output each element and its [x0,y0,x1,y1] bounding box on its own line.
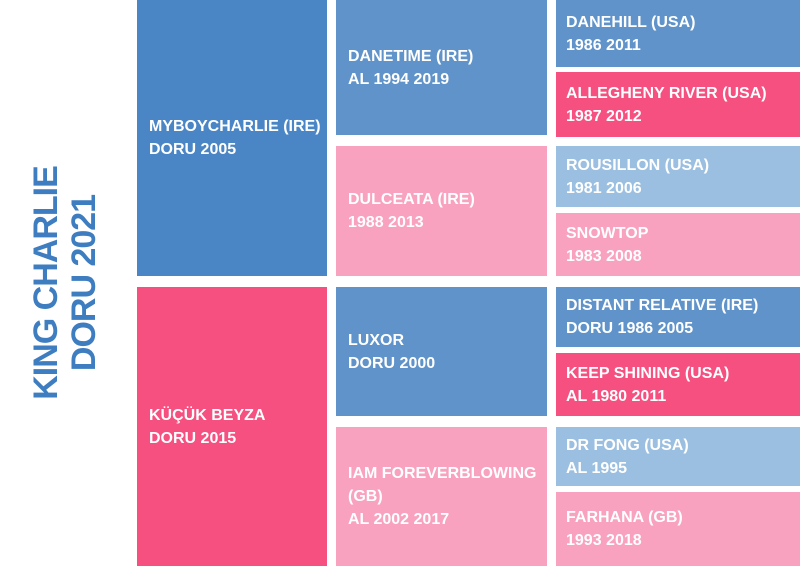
horse-details: 1987 2012 [566,107,642,125]
horse-name: KÜÇÜK BEYZA [149,406,266,424]
horse-name: DR FONG (USA) [566,436,689,454]
subject-name: KING CHARLIE [27,166,65,400]
horse-name: IAM FOREVERBLOWING (GB) [348,465,537,505]
horse-box: DANEHILL (USA) 1986 2011 [556,0,800,67]
horse-box: FARHANA (GB) 1993 2018 [556,492,800,566]
horse-details: 1986 2011 [566,36,641,54]
horse-name: MYBOYCHARLIE (IRE) [149,118,321,135]
horse-details: DORU 2000 [348,354,436,372]
horse-box: ALLEGHENY RIVER (USA) 1987 2012 [556,72,800,137]
horse-details: 1993 2018 [566,532,642,549]
horse-box: LUXOR DORU 2000 [336,287,547,416]
subject: KING CHARLIE DORU 2021 [27,166,103,400]
horse-details: DORU 2015 [149,429,237,447]
horse-box: IAM FOREVERBLOWING (GB) AL 2002 2017 [336,427,547,566]
horse-details: 1981 2006 [566,179,642,197]
horse-name: ROUSILLON (USA) [566,156,710,174]
horse-name: SNOWTOP [566,224,649,242]
subject-details: DORU 2021 [65,194,103,372]
horse-name: ALLEGHENY RIVER (USA) [566,84,767,102]
horse-name: KEEP SHINING (USA) [566,364,730,382]
horse-details: 1983 2008 [566,247,642,265]
horse-box: KEEP SHINING (USA) AL 1980 2011 [556,353,800,416]
horse-details: AL 1995 [566,459,628,477]
horse-name: LUXOR [348,331,404,349]
horse-name: DANETIME (IRE) [348,47,474,65]
horse-box: MYBOYCHARLIE (IRE) DORU 2005 [137,0,327,276]
horse-details: DORU 1986 2005 [566,320,694,337]
horse-box: DR FONG (USA) AL 1995 [556,427,800,486]
horse-details: DORU 2005 [149,141,237,158]
horse-box: DANETIME (IRE) AL 1994 2019 [336,0,547,135]
horse-name: DISTANT RELATIVE (IRE) [566,297,759,314]
horse-details: AL 1994 2019 [348,70,450,88]
horse-details: AL 1980 2011 [566,387,667,405]
horse-details: AL 2002 2017 [348,511,450,528]
horse-name: DANEHILL (USA) [566,13,696,31]
horse-box: DULCEATA (IRE) 1988 2013 [336,146,547,276]
horse-box: ROUSILLON (USA) 1981 2006 [556,146,800,207]
horse-box: KÜÇÜK BEYZA DORU 2015 [137,287,327,566]
horse-details: 1988 2013 [348,214,424,231]
horse-name: DULCEATA (IRE) [348,191,475,208]
horse-name: FARHANA (GB) [566,509,683,526]
horse-box: SNOWTOP 1983 2008 [556,213,800,276]
horse-box: DISTANT RELATIVE (IRE) DORU 1986 2005 [556,287,800,347]
